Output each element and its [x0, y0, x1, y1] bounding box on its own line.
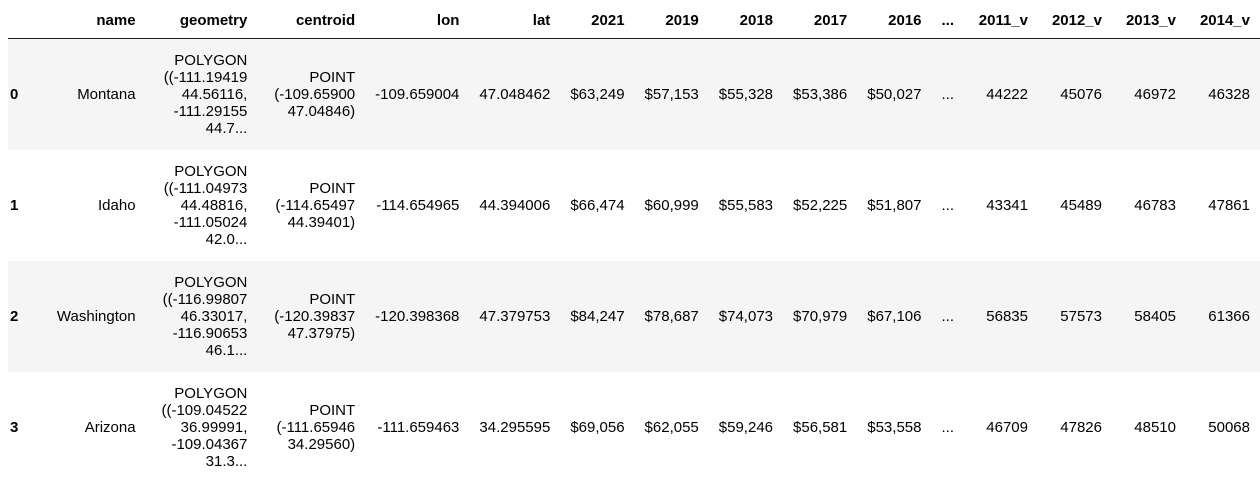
- column-header-2019: 2019: [634, 8, 709, 39]
- column-header-2013-v: 2013_v: [1112, 8, 1186, 39]
- lat-cell: 44.394006: [479, 197, 551, 214]
- v-2013-cell: 58405: [1134, 308, 1176, 325]
- column-header-index: [8, 8, 42, 39]
- row-index-cell: 1: [10, 197, 19, 214]
- v-2014-cell: 50068: [1208, 419, 1250, 436]
- v-2012-cell: 57573: [1060, 308, 1102, 325]
- year-2016-cell: $67,106: [867, 308, 922, 325]
- year-2019-cell: $57,153: [644, 86, 699, 103]
- year-2021-cell: $69,056: [570, 419, 625, 436]
- year-2018-cell: $55,583: [718, 197, 774, 214]
- column-header-ellipsis: ...: [931, 8, 964, 39]
- header-row: name geometry centroid lon lat 2021 2019…: [8, 8, 1260, 39]
- year-2021-cell: $66,474: [570, 197, 625, 214]
- column-header-2014-v: 2014_v: [1186, 8, 1260, 39]
- name-cell: Washington: [56, 308, 136, 325]
- table-header: name geometry centroid lon lat 2021 2019…: [8, 8, 1260, 39]
- v-2012-cell: 45076: [1060, 86, 1102, 103]
- centroid-cell: POINT (-111.65946 34.29560): [276, 402, 356, 453]
- v-2011-cell: 56835: [986, 308, 1028, 325]
- v-2013-cell: 46783: [1134, 197, 1176, 214]
- year-2017-cell: $70,979: [793, 308, 848, 325]
- geometry-cell: POLYGON ((-111.19419 44.56116, -111.2915…: [163, 52, 248, 137]
- year-2018-cell: $59,246: [718, 419, 774, 436]
- ellipsis-cell: ...: [941, 86, 954, 103]
- table-row: 2 Washington POLYGON ((-116.99807 46.330…: [8, 261, 1260, 372]
- v-2014-cell: 47861: [1208, 197, 1250, 214]
- v-2011-cell: 44222: [986, 86, 1028, 103]
- name-cell: Arizona: [84, 419, 136, 436]
- v-2014-cell: 46328: [1208, 86, 1250, 103]
- year-2019-cell: $62,055: [644, 419, 699, 436]
- table-row: 0 Montana POLYGON ((-111.19419 44.56116,…: [8, 38, 1260, 150]
- geometry-cell: POLYGON ((-116.99807 46.33017, -116.9065…: [162, 274, 248, 359]
- year-2017-cell: $56,581: [793, 419, 848, 436]
- v-2013-cell: 46972: [1134, 86, 1176, 103]
- v-2012-cell: 47826: [1060, 419, 1102, 436]
- column-header-2011-v: 2011_v: [964, 8, 1038, 39]
- table-body: 0 Montana POLYGON ((-111.19419 44.56116,…: [8, 38, 1260, 480]
- ellipsis-cell: ...: [941, 308, 954, 325]
- name-cell: Montana: [77, 86, 136, 103]
- lat-cell: 47.379753: [479, 308, 551, 325]
- centroid-cell: POINT (-120.39837 47.37975): [274, 291, 356, 342]
- v-2013-cell: 48510: [1134, 419, 1176, 436]
- geometry-cell: POLYGON ((-109.04522 36.99991, -109.0436…: [161, 385, 248, 470]
- column-header-geometry: geometry: [145, 8, 258, 39]
- column-header-centroid: centroid: [257, 8, 366, 39]
- year-2016-cell: $50,027: [867, 86, 922, 103]
- v-2014-cell: 61366: [1208, 308, 1250, 325]
- ellipsis-cell: ...: [941, 197, 954, 214]
- year-2019-cell: $78,687: [644, 308, 699, 325]
- row-index-cell: 2: [10, 308, 19, 325]
- column-header-2012-v: 2012_v: [1038, 8, 1112, 39]
- lon-cell: -111.659463: [377, 419, 460, 436]
- column-header-2016: 2016: [857, 8, 932, 39]
- geometry-cell: POLYGON ((-111.04973 44.48816, -111.0502…: [163, 163, 248, 248]
- table-row: 3 Arizona POLYGON ((-109.04522 36.99991,…: [8, 372, 1260, 480]
- year-2016-cell: $51,807: [867, 197, 922, 214]
- row-index-cell: 0: [10, 86, 19, 103]
- ellipsis-cell: ...: [941, 419, 954, 436]
- row-index-cell: 3: [10, 419, 19, 436]
- year-2021-cell: $63,249: [570, 86, 625, 103]
- year-2018-cell: $55,328: [718, 86, 774, 103]
- column-header-2018: 2018: [708, 8, 784, 39]
- dataframe-output: name geometry centroid lon lat 2021 2019…: [8, 8, 1260, 480]
- name-cell: Idaho: [98, 197, 136, 214]
- column-header-2017: 2017: [783, 8, 858, 39]
- v-2011-cell: 46709: [986, 419, 1028, 436]
- lat-cell: 47.048462: [479, 86, 551, 103]
- column-header-name: name: [41, 8, 146, 39]
- v-2012-cell: 45489: [1060, 197, 1102, 214]
- lon-cell: -114.654965: [376, 197, 460, 214]
- year-2017-cell: $53,386: [793, 86, 848, 103]
- centroid-cell: POINT (-109.65900 47.04846): [274, 69, 356, 120]
- year-2016-cell: $53,558: [867, 419, 922, 436]
- year-2021-cell: $84,247: [570, 308, 625, 325]
- year-2017-cell: $52,225: [793, 197, 848, 214]
- centroid-cell: POINT (-114.65497 44.39401): [275, 180, 356, 231]
- column-header-2021: 2021: [560, 8, 635, 39]
- lon-cell: -109.659004: [375, 86, 460, 103]
- v-2011-cell: 43341: [986, 197, 1028, 214]
- lat-cell: 34.295595: [479, 419, 551, 436]
- year-2018-cell: $74,073: [718, 308, 774, 325]
- lon-cell: -120.398368: [375, 308, 460, 325]
- dataframe-table: name geometry centroid lon lat 2021 2019…: [8, 8, 1260, 480]
- table-row: 1 Idaho POLYGON ((-111.04973 44.48816, -…: [8, 150, 1260, 261]
- year-2019-cell: $60,999: [644, 197, 699, 214]
- column-header-lat: lat: [469, 8, 561, 39]
- column-header-lon: lon: [365, 8, 470, 39]
